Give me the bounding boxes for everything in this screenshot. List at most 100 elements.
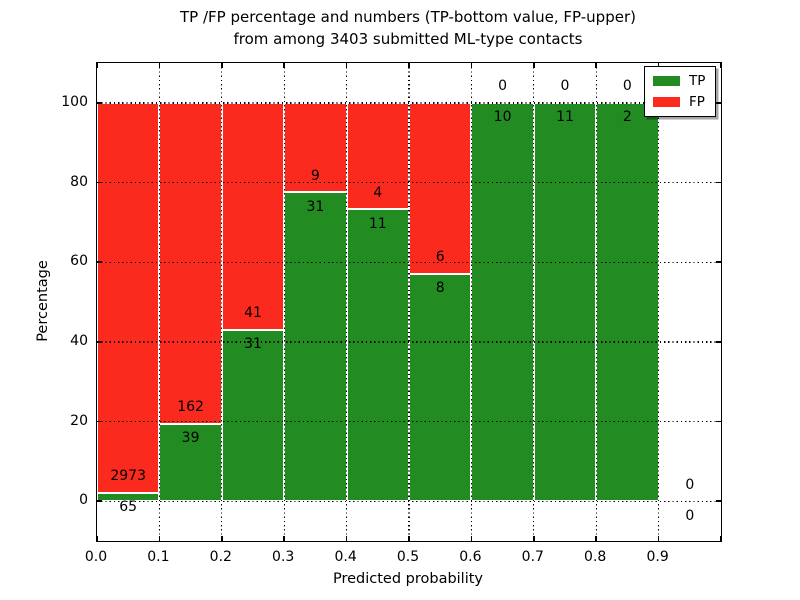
x-tick (96, 536, 98, 541)
y-tick-label: 20 (70, 412, 88, 429)
gridline-h (97, 500, 721, 502)
x-tick-label: 0.6 (459, 549, 482, 565)
bar-fp-segment (409, 102, 472, 274)
x-tick-top (96, 63, 98, 68)
x-tick-top (345, 63, 348, 68)
x-tick (470, 536, 473, 541)
bar-fp-count-label: 2973 (110, 468, 147, 485)
bar-fp-segment (159, 102, 222, 424)
x-tick-label: 0.0 (84, 549, 108, 565)
gridline-h (97, 102, 721, 104)
x-tick-top (533, 63, 535, 68)
bar-tp-segment (471, 102, 534, 502)
y-tick (97, 181, 102, 184)
y-tick-label: 0 (79, 492, 88, 509)
bar-tp-segment (409, 273, 472, 502)
bar-fp-segment (284, 102, 347, 193)
y-axis-label: Percentage (35, 260, 51, 342)
gridline-v (408, 63, 410, 541)
x-tick (408, 536, 410, 541)
bar-tp-count-label: 0 (685, 507, 695, 524)
x-tick (533, 536, 535, 541)
gridline-h (97, 181, 721, 184)
bar-tp-count-label: 11 (556, 109, 574, 126)
x-tick-top (221, 63, 223, 68)
x-tick-label: 0.7 (521, 549, 544, 565)
x-tick-label: 0.2 (209, 549, 232, 565)
bar-tp-segment (346, 209, 409, 502)
bar-tp-segment (284, 192, 347, 502)
y-tick-label: 80 (70, 173, 88, 190)
bar-fp-count-label: 4 (373, 184, 383, 201)
bar-tp-count-label: 8 (435, 280, 445, 297)
bar-tp-segment (221, 329, 285, 502)
bar-fp-segment (221, 102, 285, 330)
legend-label: FP (689, 94, 705, 110)
x-tick (720, 536, 722, 541)
x-tick-label: 0.9 (646, 549, 669, 565)
x-tick-top (720, 63, 722, 68)
y-tick-right (716, 181, 721, 184)
legend-item: TP (653, 74, 705, 88)
bar-fp-count-label: 0 (622, 78, 632, 95)
legend-item: FP (653, 95, 705, 109)
y-tick-right (716, 102, 721, 104)
y-tick (97, 102, 102, 104)
y-tick-label: 60 (70, 253, 88, 270)
x-axis-label: Predicted probability (332, 571, 484, 587)
gridline-h (97, 341, 721, 343)
bar-fp-count-label: 6 (435, 249, 445, 266)
y-tick-right (716, 261, 721, 263)
gridline-v (658, 63, 660, 541)
y-tick (97, 261, 102, 263)
x-tick-label: 0.8 (584, 549, 607, 565)
x-tick-top (283, 63, 285, 68)
bar-tp-count-label: 31 (244, 336, 262, 353)
x-tick-top (408, 63, 410, 68)
x-tick (221, 536, 223, 541)
bar-tp-count-label: 65 (119, 499, 138, 516)
x-tick-label: 0.3 (272, 549, 295, 565)
gridline-h (97, 261, 721, 263)
plot-area: 2973 65 162 39 41 31 9 31 4 11 6 8 0 10 0 11 0 2 0 0 (96, 62, 722, 542)
gridline-v (470, 63, 473, 541)
bar-fp-segment (346, 102, 409, 210)
bar-tp-count-label: 39 (181, 430, 200, 447)
bar-fp-count-label: 41 (244, 305, 262, 322)
bar-tp-count-label: 10 (493, 109, 512, 126)
x-tick (595, 536, 597, 541)
gridline-v (221, 63, 223, 541)
chart-title-line-2: from among 3403 submitted ML-type contac… (233, 30, 583, 48)
y-tick (97, 500, 102, 502)
legend: TP FP (644, 66, 717, 117)
y-tick-right (716, 500, 721, 502)
bar-tp-count-label: 31 (306, 198, 325, 215)
gridline-v (533, 63, 535, 541)
x-tick (345, 536, 348, 541)
chart-title-line-1: TP /FP percentage and numbers (TP-bottom… (180, 8, 636, 26)
bar-fp-count-label: 9 (310, 167, 320, 184)
gridline-v (595, 63, 597, 541)
bar-fp-count-label: 0 (685, 476, 695, 493)
x-tick (657, 536, 660, 541)
x-tick (283, 536, 285, 541)
y-tick-right (716, 341, 721, 343)
bar-tp-count-label: 11 (368, 215, 387, 232)
gridline-v (346, 63, 348, 541)
x-tick-label: 0.1 (147, 549, 170, 565)
bar-tp-segment (533, 102, 597, 502)
y-tick-label: 40 (70, 332, 88, 349)
x-tick-top (595, 63, 597, 68)
fp-swatch-icon (653, 97, 680, 107)
tp-swatch-icon (653, 76, 680, 86)
x-tick (158, 536, 161, 541)
gridline-h (97, 420, 721, 423)
x-tick-label: 0.4 (334, 549, 357, 565)
legend-label: TP (689, 73, 706, 89)
bar-tp-segment (596, 102, 659, 502)
bar-fp-count-label: 0 (560, 78, 570, 95)
x-tick-top (158, 63, 161, 68)
gridline-v (283, 63, 285, 541)
x-tick-top (657, 63, 660, 68)
